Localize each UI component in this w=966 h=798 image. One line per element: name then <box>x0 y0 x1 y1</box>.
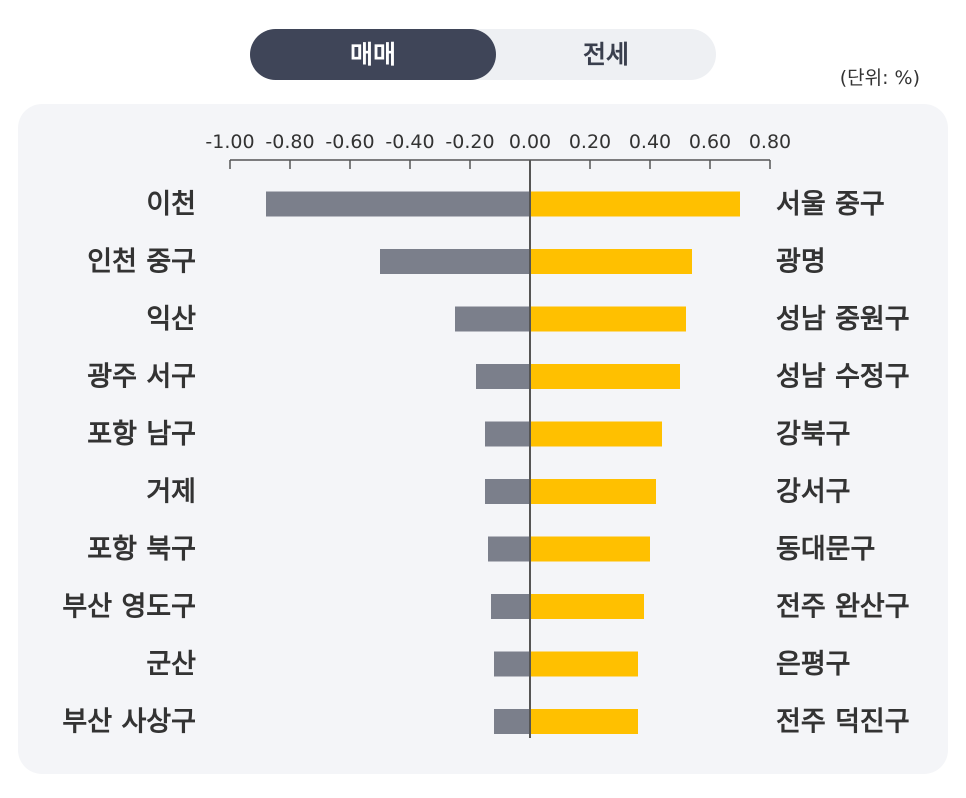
x-tick-label: -0.60 <box>325 131 374 153</box>
bar-sale-rise <box>530 479 656 504</box>
region-label-rise: 성남 중원구 <box>776 304 910 335</box>
bar-sale-rise <box>530 421 662 447</box>
bar-sale-rise <box>530 306 686 332</box>
region-label-sale: 인천 중구 <box>87 247 196 278</box>
bar-sale-rise <box>530 594 644 619</box>
x-tick-label: -0.40 <box>385 131 434 153</box>
bar-sale-rise <box>530 651 638 677</box>
region-label-rise: 강서구 <box>776 477 851 508</box>
region-label-sale: 이천 <box>146 189 196 220</box>
bar-sale-decline <box>266 191 530 217</box>
x-tick-label: 0.40 <box>629 131 671 153</box>
region-label-sale: 익산 <box>146 304 196 335</box>
region-label-sale: 포항 남구 <box>87 419 196 450</box>
region-label-sale: 광주 서구 <box>87 362 196 393</box>
x-tick-label: 0.80 <box>749 131 791 153</box>
region-label-sale: 거제 <box>146 477 196 508</box>
deal-type-toggle: 매매 전세 <box>250 29 716 80</box>
x-tick-label: -0.80 <box>265 131 314 153</box>
bar-sale-decline <box>491 594 530 619</box>
bar-sale-rise <box>530 536 650 562</box>
bar-sale-rise <box>530 364 680 389</box>
region-label-rise: 성남 수정구 <box>776 362 910 393</box>
bar-sale-decline <box>494 709 530 734</box>
bar-sale-decline <box>455 306 530 332</box>
unit-label: (단위: %) <box>839 67 920 89</box>
bar-sale-decline <box>485 479 530 504</box>
x-tick-label: 0.20 <box>569 131 611 153</box>
region-label-sale: 부산 영도구 <box>62 592 196 623</box>
region-label-rise: 서울 중구 <box>776 189 885 220</box>
bar-sale-decline <box>485 421 530 447</box>
region-label-sale: 포항 북구 <box>87 534 196 565</box>
region-label-rise: 동대문구 <box>776 534 875 565</box>
bar-sale-decline <box>476 364 530 389</box>
region-label-rise: 광명 <box>776 247 826 278</box>
bar-sale-decline <box>488 536 530 562</box>
x-tick-label: 0.60 <box>689 131 731 153</box>
region-label-sale: 부산 사상구 <box>62 707 196 738</box>
x-tick-label: -0.20 <box>445 131 494 153</box>
region-label-rise: 강북구 <box>776 419 851 450</box>
x-tick-label: -1.00 <box>205 131 254 153</box>
tab-sale[interactable]: 매매 <box>250 29 496 80</box>
bar-sale-rise <box>530 709 638 734</box>
x-tick-label: 0.00 <box>509 131 551 153</box>
region-label-rise: 은평구 <box>776 649 851 680</box>
bar-sale-rise <box>530 191 740 217</box>
bar-sale-rise <box>530 249 692 274</box>
bar-sale-decline <box>494 651 530 677</box>
bar-sale-decline <box>380 249 530 274</box>
tab-jeonse[interactable]: 전세 <box>582 40 629 69</box>
region-label-sale: 군산 <box>146 649 196 680</box>
region-label-rise: 전주 덕진구 <box>776 707 910 738</box>
region-label-rise: 전주 완산구 <box>776 592 910 623</box>
